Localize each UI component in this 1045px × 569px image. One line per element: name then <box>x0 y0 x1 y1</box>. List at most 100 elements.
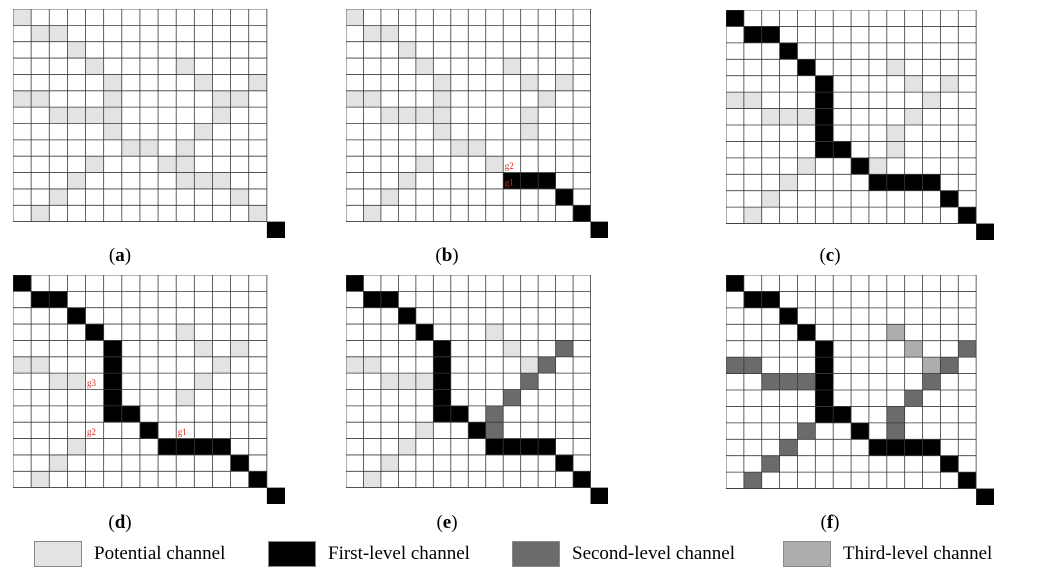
legend-swatch-third <box>783 541 831 567</box>
cell-first <box>433 389 451 406</box>
cell-potential <box>380 25 399 42</box>
cell-first <box>103 340 122 357</box>
cell-first <box>538 438 556 455</box>
cell-potential <box>103 74 122 91</box>
cell-potential <box>380 107 399 124</box>
cell-potential <box>176 58 195 75</box>
cell-potential <box>31 90 50 108</box>
cell-first <box>922 174 941 191</box>
cell-first <box>433 373 451 390</box>
cell-first <box>573 205 591 222</box>
cell-first <box>958 472 977 489</box>
legend-label-third: Third-level channel <box>843 543 993 564</box>
panel-caption-c: (c) <box>800 246 860 266</box>
cell-first <box>415 324 434 341</box>
caption-open: ( <box>820 512 827 533</box>
cell-potential <box>743 92 762 109</box>
cell-potential <box>886 125 905 142</box>
cell-third <box>922 357 941 374</box>
cell-potential <box>779 174 798 191</box>
cell-potential <box>538 90 556 108</box>
cell-potential <box>67 172 86 189</box>
cell-potential <box>433 123 451 140</box>
panel-caption-f: (f) <box>800 513 860 533</box>
cell-second <box>761 455 780 473</box>
cell-first <box>868 174 887 191</box>
cell-first <box>976 223 994 240</box>
cell-potential <box>346 356 364 374</box>
cell-potential <box>194 74 213 91</box>
cell-first <box>103 405 122 423</box>
cell-potential <box>67 41 86 59</box>
cell-second <box>743 357 762 374</box>
cell-second <box>779 373 798 390</box>
cell-first <box>230 454 249 472</box>
panel-a <box>13 9 285 238</box>
cell-potential <box>904 75 923 93</box>
cell-first <box>555 454 574 472</box>
cell-second <box>485 405 504 423</box>
cell-second <box>886 406 905 423</box>
cell-potential <box>868 157 887 175</box>
cell-first <box>49 291 68 308</box>
cell-potential <box>485 156 504 173</box>
cell-third <box>886 324 905 341</box>
cell-potential <box>121 139 140 157</box>
cell-second <box>520 373 539 390</box>
cell-potential <box>380 454 399 472</box>
cell-first <box>815 92 834 109</box>
cell-first <box>31 291 50 308</box>
panel-c <box>726 10 994 240</box>
cell-first <box>121 405 140 423</box>
cell-first <box>468 422 486 439</box>
cell-potential <box>103 123 122 140</box>
cell-potential <box>380 188 399 206</box>
cell-potential <box>503 340 521 357</box>
cell-first <box>555 188 574 206</box>
cell-potential <box>886 141 905 158</box>
cell-first <box>433 356 451 374</box>
cell-potential <box>194 123 213 140</box>
caption-letter: b <box>441 245 453 266</box>
cell-first <box>815 108 834 125</box>
cell-first <box>590 221 608 238</box>
cell-potential <box>433 90 451 108</box>
cell-potential <box>797 108 816 125</box>
cell-potential <box>398 41 416 59</box>
cell-potential <box>194 340 213 357</box>
cell-potential <box>380 373 399 390</box>
cell-potential <box>503 58 521 75</box>
cell-second <box>797 422 816 440</box>
legend: Potential channel First-level channel Se… <box>0 537 1045 569</box>
panel-b: g2 g1 <box>346 9 608 238</box>
cell-first <box>815 357 834 374</box>
cell-potential <box>520 74 539 91</box>
cell-second <box>922 373 941 390</box>
cell-first <box>266 487 285 504</box>
cell-potential <box>779 108 798 125</box>
cell-potential <box>212 90 231 108</box>
cell-first <box>433 340 451 357</box>
cell-potential <box>415 107 434 124</box>
cell-potential <box>212 172 231 189</box>
caption-letter: a <box>115 245 125 266</box>
cell-potential <box>85 156 104 173</box>
cell-first <box>815 390 834 407</box>
cell-third <box>904 340 923 358</box>
cell-potential <box>176 172 195 189</box>
caption-close: ) <box>125 512 132 533</box>
cell-potential <box>31 471 50 488</box>
cell-second <box>538 356 556 374</box>
cell-potential <box>248 74 267 91</box>
panel-caption-a: (a) <box>90 246 150 266</box>
caption-close: ) <box>833 512 840 533</box>
cell-first <box>346 275 364 292</box>
cell-potential <box>398 107 416 124</box>
cell-first <box>726 275 744 292</box>
cell-label-g1: g1 <box>178 427 187 437</box>
caption-letter: c <box>825 245 835 266</box>
panel-caption-d: (d) <box>90 513 150 533</box>
cell-potential <box>520 107 539 124</box>
caption-open: ( <box>436 512 443 533</box>
